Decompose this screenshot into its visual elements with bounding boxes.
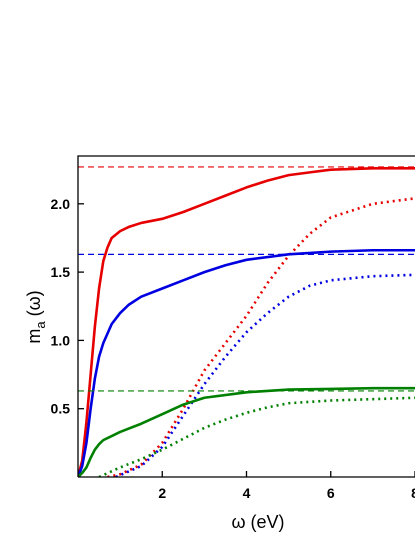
x-tick-label: 2: [158, 485, 166, 501]
series-line-1-dotted: [107, 197, 415, 477]
series-line-6-solid: [78, 386, 415, 477]
x-axis-title: ω (eV): [231, 512, 284, 532]
x-tick-label: 4: [243, 485, 251, 501]
plot-frame: [77, 155, 415, 477]
y-tick-label: 1.0: [51, 332, 71, 348]
series-layer: [78, 166, 415, 477]
x-tick-label: 6: [327, 485, 335, 501]
x-ticks: 2 4 6 8: [158, 471, 415, 501]
series-line-0-solid: [78, 166, 415, 477]
series-line-4-dotted: [115, 273, 415, 477]
y-tick-label: 1.5: [51, 264, 71, 280]
y-axis-title-suffix: (ω): [24, 290, 44, 321]
x-tick-label: 8: [411, 485, 415, 501]
series-line-3-solid: [78, 248, 415, 477]
y-tick-label: 0.5: [51, 401, 71, 417]
y-axis-title-sub: a: [33, 321, 48, 329]
y-ticks: 0.5 1.0 1.5 2.0: [51, 196, 84, 417]
series-line-7-dotted: [98, 396, 415, 477]
y-axis-title: ma (ω): [24, 290, 48, 343]
y-axis-title-main: m: [24, 329, 44, 344]
y-tick-label: 2.0: [51, 196, 71, 212]
